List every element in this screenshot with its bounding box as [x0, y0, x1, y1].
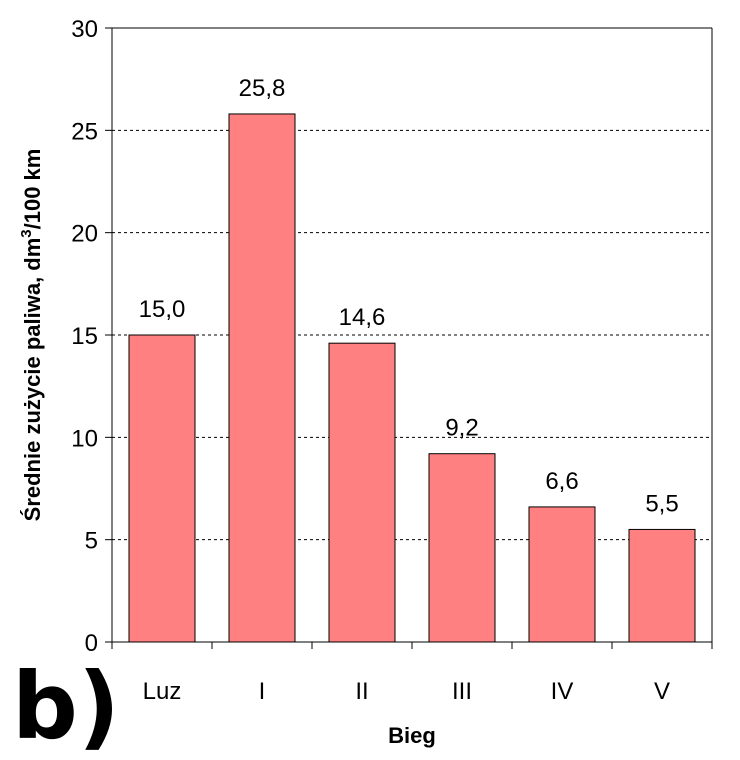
- bars: [128, 113, 696, 643]
- data-label: 6,6: [545, 468, 578, 495]
- x-category-label: V: [654, 678, 670, 705]
- x-axis-ticks: Luz I II III IV V: [111, 642, 713, 705]
- bar-iii: [428, 453, 496, 643]
- data-label: 5,5: [645, 490, 678, 517]
- y-tick-label: 10: [71, 425, 98, 452]
- y-tick-label: 15: [71, 323, 98, 350]
- y-axis-ticks: 0 5 10 15 20 25 30: [71, 16, 112, 657]
- x-axis-title: Bieg: [388, 723, 436, 748]
- y-tick-label: 0: [85, 630, 98, 657]
- x-category-label: Luz: [143, 678, 182, 705]
- y-tick-label: 30: [71, 16, 98, 43]
- x-category-label: I: [259, 678, 266, 705]
- data-label: 9,2: [445, 415, 478, 442]
- y-tick-label: 5: [85, 528, 98, 555]
- bar-v: [628, 528, 696, 643]
- x-category-label: III: [452, 678, 472, 705]
- data-label: 25,8: [239, 75, 286, 102]
- bar-luz: [128, 334, 196, 643]
- bar-i: [228, 113, 296, 643]
- bar-iv: [528, 506, 596, 643]
- bar-ii: [328, 342, 396, 643]
- y-axis-title: Średnie zużycie paliwa, dm3/100 km: [18, 149, 45, 522]
- x-category-label: II: [355, 678, 368, 705]
- y-tick-label: 20: [71, 221, 98, 248]
- data-label: 14,6: [339, 304, 386, 331]
- data-labels: 15,0 25,8 14,6 9,2 6,6 5,5: [139, 75, 679, 517]
- panel-label: b): [12, 653, 120, 760]
- y-tick-label: 25: [71, 118, 98, 145]
- gridlines: [112, 129, 712, 541]
- x-category-label: IV: [551, 678, 574, 705]
- data-label: 15,0: [139, 296, 186, 323]
